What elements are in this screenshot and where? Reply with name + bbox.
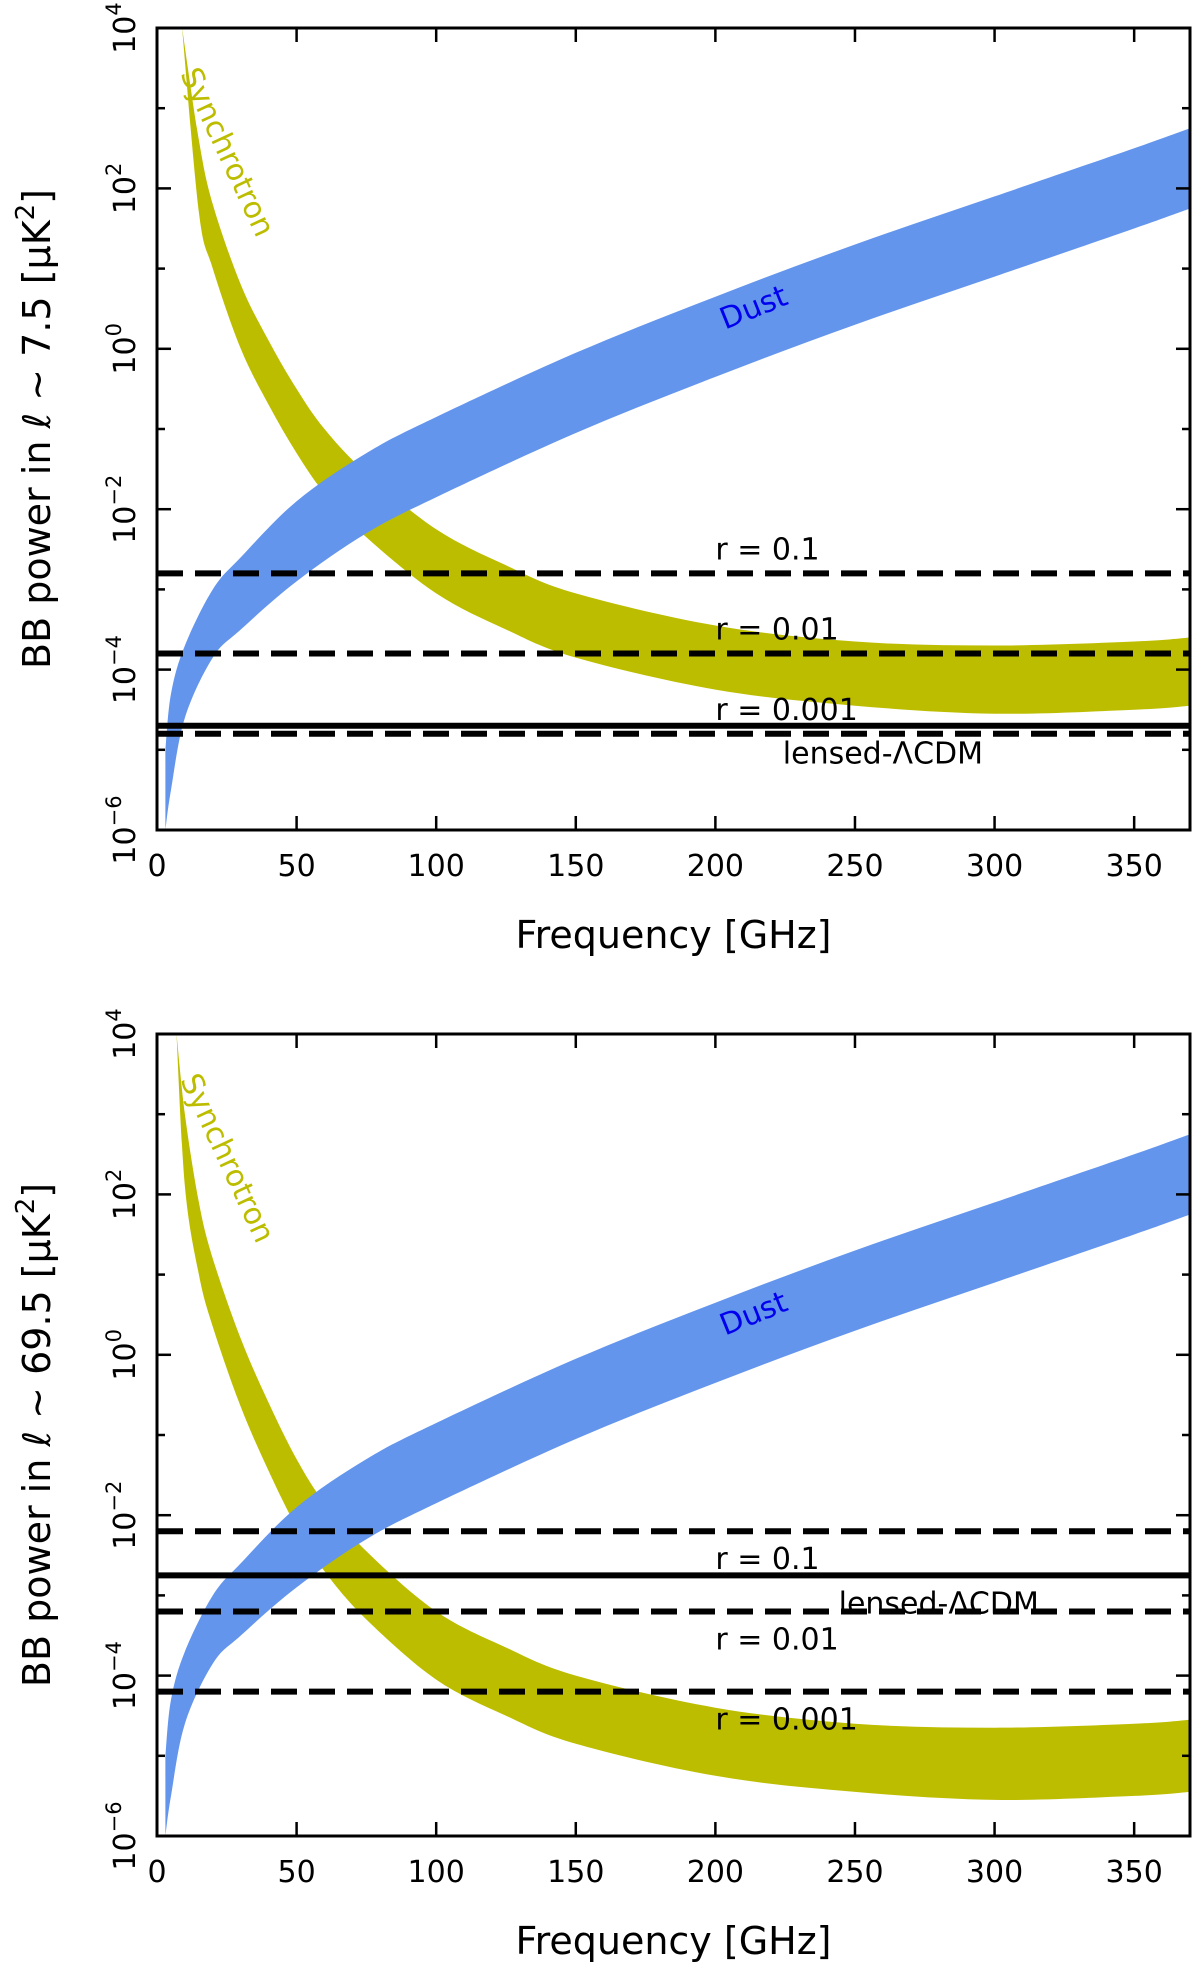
y-tick-label: 10−4 <box>102 635 143 704</box>
x-tick-label: 0 <box>147 849 166 884</box>
x-tick-label: 100 <box>408 1855 465 1890</box>
y-tick-label: 102 <box>102 163 143 215</box>
y-tick-label: 104 <box>102 2 143 54</box>
x-tick-label: 100 <box>408 849 465 884</box>
synchrotron-band <box>182 28 1190 714</box>
x-tick-label: 150 <box>547 1855 604 1890</box>
y-axis-label: BB power in ℓ ~ 69.5 [μK2] <box>11 1183 59 1687</box>
r-label: r = 0.001 <box>715 693 857 728</box>
lensed-lcdm-label: lensed-ΛCDM <box>783 737 983 772</box>
y-tick-label: 104 <box>102 1008 143 1060</box>
x-tick-label: 300 <box>966 849 1023 884</box>
r-label: r = 0.001 <box>715 1703 857 1738</box>
x-tick-label: 350 <box>1106 1855 1163 1890</box>
dust-band <box>165 128 1190 830</box>
y-tick-label: 10−6 <box>102 795 143 864</box>
x-tick-label: 0 <box>147 1855 166 1890</box>
x-tick-label: 50 <box>278 1855 316 1890</box>
y-tick-label: 100 <box>102 1329 143 1381</box>
synchrotron-label: Synchrotron <box>173 62 282 242</box>
x-tick-label: 300 <box>966 1855 1023 1890</box>
bottom-panel: r = 0.1r = 0.01r = 0.001lensed-ΛCDMSynch… <box>11 1008 1192 1963</box>
x-axis-label: Frequency [GHz] <box>515 1919 831 1963</box>
x-tick-label: 250 <box>826 1855 883 1890</box>
x-tick-label: 150 <box>547 849 604 884</box>
x-tick-label: 350 <box>1106 849 1163 884</box>
y-tick-label: 10−2 <box>102 475 143 544</box>
plot-area <box>157 1034 1190 1836</box>
lensed-lcdm-label: lensed-ΛCDM <box>839 1586 1039 1621</box>
x-tick-label: 200 <box>687 1855 744 1890</box>
dust-band <box>165 1134 1190 1836</box>
x-tick-label: 200 <box>687 849 744 884</box>
y-tick-label: 102 <box>102 1169 143 1221</box>
x-axis-label: Frequency [GHz] <box>515 913 831 957</box>
r-label: r = 0.01 <box>715 1622 838 1657</box>
y-tick-label: 100 <box>102 323 143 375</box>
x-tick-label: 50 <box>278 849 316 884</box>
y-axis-label: BB power in ℓ ~ 7.5 [μK2] <box>11 189 59 669</box>
r-label: r = 0.01 <box>715 613 838 648</box>
top-panel: r = 0.1 r = 0.01 r = 0.001 lensed-ΛCDM Synch… <box>11 2 1192 957</box>
r-label: r = 0.1 <box>715 1542 819 1577</box>
y-tick-label: 10−6 <box>102 1801 143 1870</box>
y-tick-label: 10−4 <box>102 1641 143 1710</box>
r-label: r = 0.1 <box>715 532 819 567</box>
synchrotron-band <box>176 1034 1190 1800</box>
plot-area <box>157 28 1190 830</box>
x-tick-label: 250 <box>826 849 883 884</box>
y-tick-label: 10−2 <box>102 1481 143 1550</box>
